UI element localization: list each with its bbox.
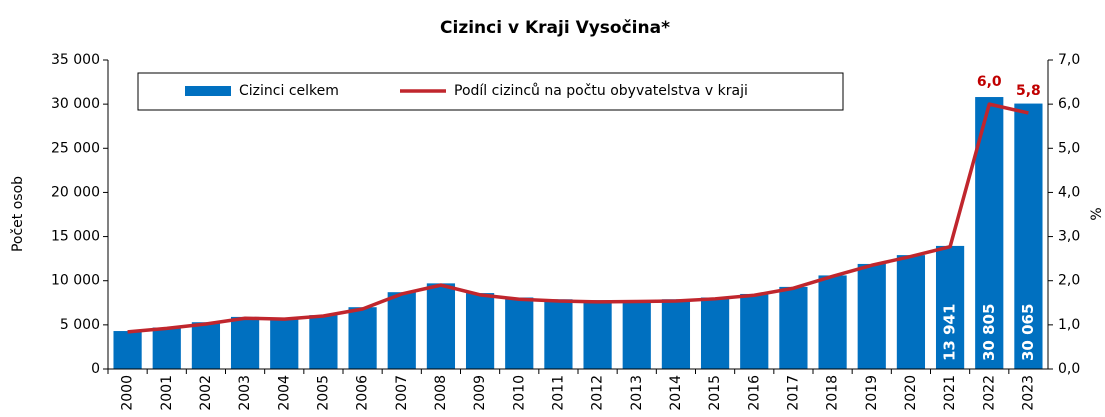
y-tick-label: 15 000 (51, 229, 100, 245)
bar (700, 297, 730, 369)
y2-tick-label: 7,0 (1058, 52, 1080, 68)
x-tick-label: 2008 (433, 375, 449, 411)
x-tick-label: 2012 (590, 375, 606, 411)
y-axis-label: Počet osob (10, 176, 26, 252)
y2-tick-label: 0,0 (1058, 361, 1080, 377)
line-value-label: 6,0 (977, 74, 1002, 90)
x-tick-label: 2011 (550, 375, 566, 411)
bar (270, 317, 299, 369)
bar (740, 293, 769, 369)
x-tick-label: 2004 (276, 375, 292, 411)
bar (779, 286, 808, 369)
y2-tick-label: 2,0 (1058, 273, 1080, 289)
bar (113, 331, 142, 369)
bar (348, 307, 377, 369)
y2-axis-label: % (1089, 207, 1105, 220)
bar (661, 299, 691, 369)
bar (896, 255, 926, 369)
y-tick-label: 5 000 (60, 317, 100, 333)
x-tick-label: 2022 (981, 375, 997, 411)
bar-value-label: 13 941 (941, 304, 959, 361)
x-tick-label: 2021 (942, 375, 958, 411)
bar (583, 300, 612, 369)
bar (465, 293, 495, 369)
bar (191, 322, 221, 369)
x-tick-label: 2001 (159, 375, 175, 411)
legend-box (137, 72, 844, 111)
bar (505, 297, 534, 369)
x-tick-label: 2015 (707, 375, 723, 411)
legend-label: Podíl cizinců na počtu obyvatelstva v kr… (454, 83, 748, 99)
legend-label: Cizinci celkem (239, 83, 339, 99)
y2-tick-label: 6,0 (1058, 96, 1080, 112)
y2-tick-label: 3,0 (1058, 229, 1080, 245)
x-tick-label: 2010 (511, 375, 527, 411)
chart-title: Cizinci v Kraji Vysočina* (440, 18, 670, 38)
legend-swatch (185, 86, 231, 96)
y2-tick-label: 1,0 (1058, 317, 1080, 333)
y-tick-label: 30 000 (51, 96, 100, 112)
y-tick-label: 10 000 (51, 273, 100, 289)
bar (1014, 103, 1043, 369)
x-tick-label: 2020 (903, 375, 919, 411)
y2-tick-label: 4,0 (1058, 184, 1080, 200)
x-tick-label: 2009 (472, 375, 488, 411)
bar-value-label: 30 805 (980, 304, 998, 361)
x-tick-label: 2014 (668, 375, 684, 411)
x-tick-label: 2002 (198, 375, 214, 411)
x-tick-label: 2018 (825, 375, 841, 411)
x-tick-label: 2019 (864, 375, 880, 411)
bar (857, 263, 886, 369)
x-tick-label: 2003 (237, 375, 253, 411)
y2-tick-label: 5,0 (1058, 140, 1080, 156)
line-value-label: 5,8 (1016, 83, 1041, 99)
y-tick-label: 25 000 (51, 140, 100, 156)
bar (818, 275, 847, 369)
x-tick-label: 2000 (120, 375, 136, 411)
bar (230, 316, 260, 369)
bar-value-label: 30 065 (1019, 304, 1037, 361)
line (127, 102, 1029, 334)
bar (152, 327, 181, 369)
y-tick-label: 0 (91, 361, 100, 377)
x-tick-label: 2023 (1020, 375, 1036, 411)
x-tick-label: 2013 (629, 375, 645, 411)
y-tick-label: 35 000 (51, 52, 100, 68)
x-tick-label: 2016 (746, 375, 762, 411)
bar (935, 245, 965, 369)
x-tick-label: 2017 (785, 375, 801, 411)
y-tick-label: 20 000 (51, 184, 100, 200)
x-tick-label: 2006 (355, 375, 371, 411)
bar (309, 315, 338, 369)
bar (387, 292, 416, 369)
bar (622, 300, 651, 369)
x-tick-label: 2005 (315, 375, 331, 411)
x-tick-label: 2007 (394, 375, 410, 411)
bar (544, 299, 573, 369)
bar (426, 283, 456, 369)
